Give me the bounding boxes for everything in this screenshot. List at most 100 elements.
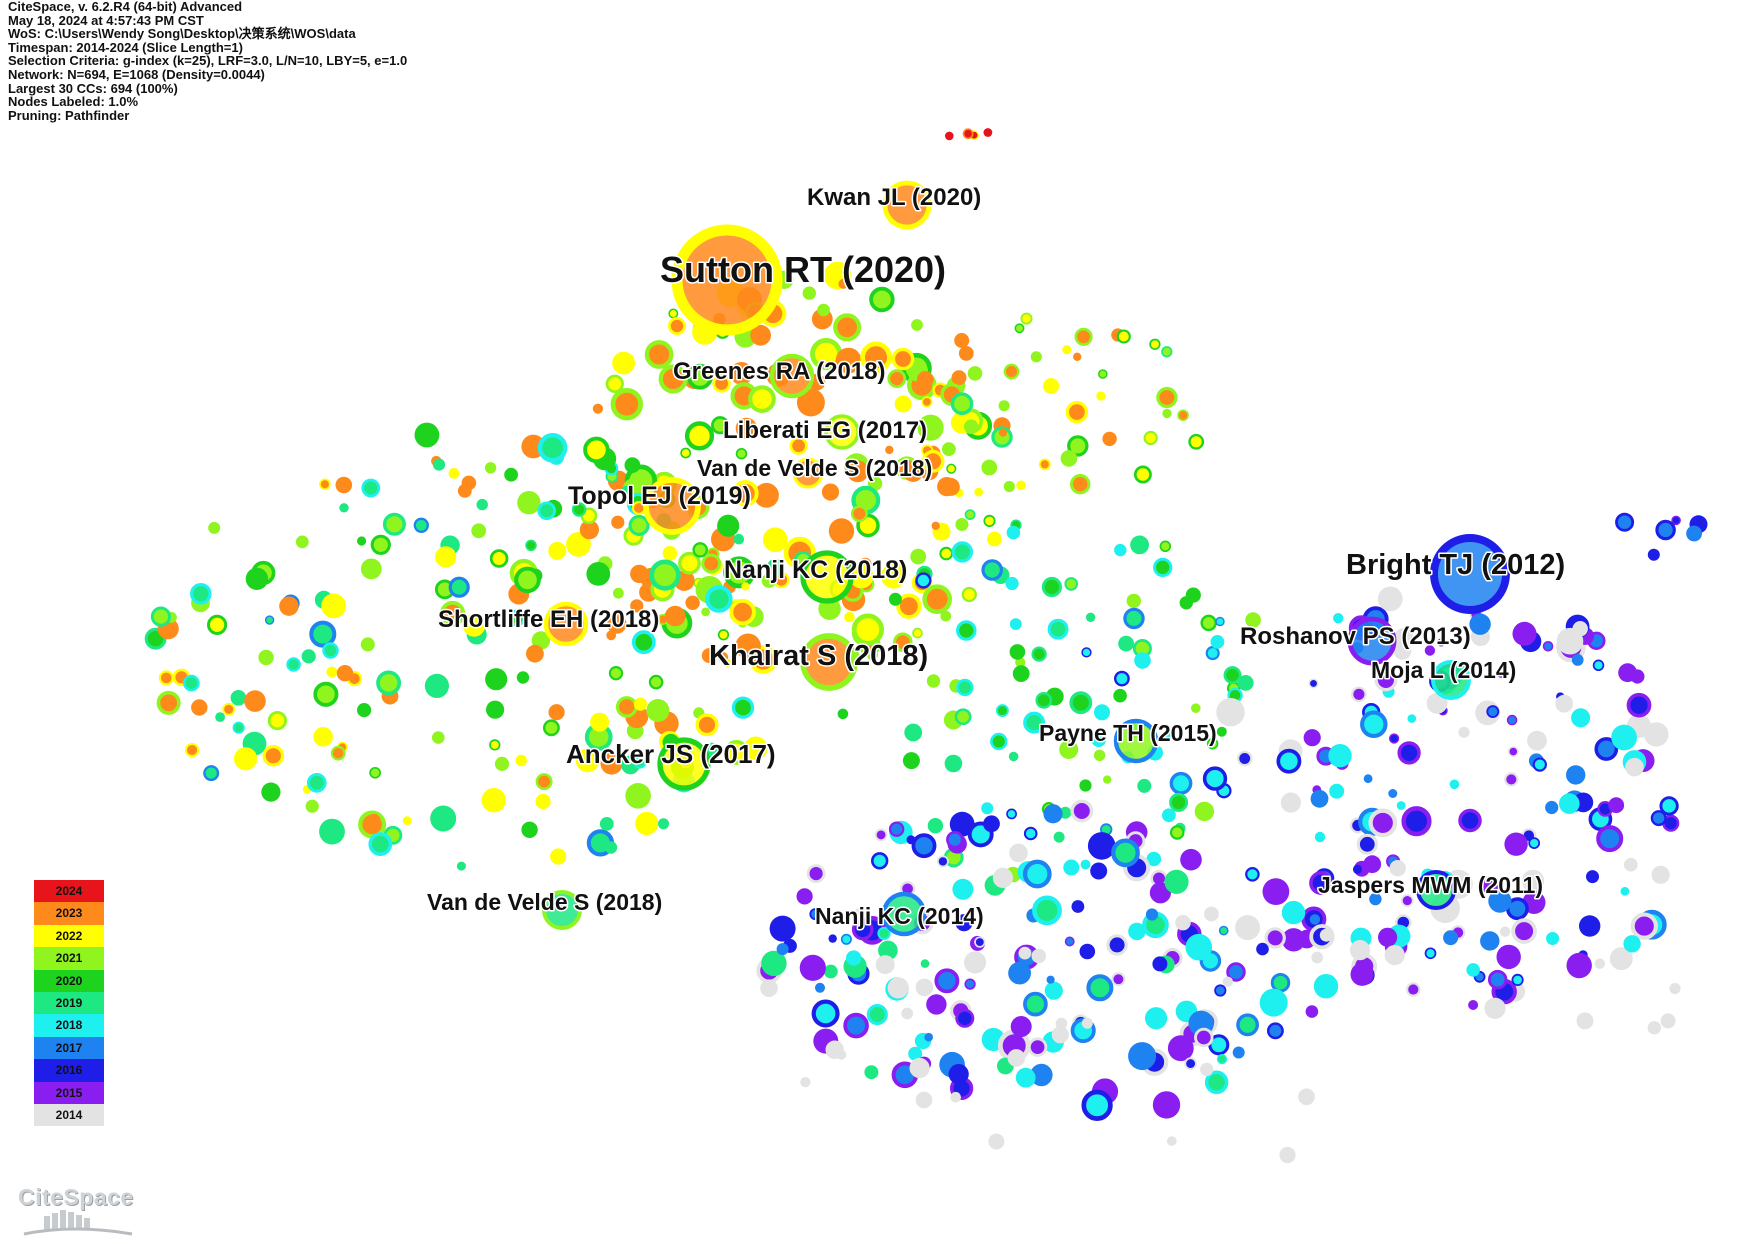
network-node[interactable] (701, 553, 722, 574)
network-node[interactable] (1226, 962, 1246, 982)
network-node[interactable] (942, 442, 956, 456)
network-node[interactable] (1232, 1046, 1245, 1059)
network-node[interactable] (515, 754, 527, 767)
network-node[interactable] (962, 128, 974, 140)
network-node[interactable] (946, 463, 957, 474)
network-node[interactable] (1608, 797, 1625, 814)
network-node[interactable] (921, 449, 945, 473)
network-node[interactable] (950, 392, 974, 416)
network-node[interactable] (1006, 808, 1017, 820)
network-node[interactable] (1043, 804, 1063, 824)
network-node[interactable] (1270, 972, 1291, 993)
network-node[interactable] (954, 333, 970, 348)
network-node[interactable] (692, 542, 708, 558)
network-node[interactable] (1114, 543, 1127, 557)
network-node[interactable] (1625, 757, 1644, 777)
network-node[interactable] (911, 833, 937, 859)
network-node[interactable] (1466, 963, 1480, 977)
network-node[interactable] (313, 681, 339, 707)
network-node[interactable] (1094, 704, 1110, 721)
network-node[interactable] (1609, 947, 1633, 971)
node-jaspers-mwm[interactable] (1416, 870, 1456, 910)
network-node[interactable] (1022, 859, 1052, 889)
network-node[interactable] (1458, 726, 1470, 738)
network-node[interactable] (766, 558, 784, 576)
network-node[interactable] (1484, 997, 1506, 1019)
network-node[interactable] (789, 436, 808, 455)
network-node[interactable] (432, 458, 446, 471)
network-node[interactable] (1630, 669, 1645, 684)
network-node[interactable] (1149, 338, 1161, 350)
network-node[interactable] (1016, 480, 1026, 491)
network-node[interactable] (687, 363, 713, 390)
network-node[interactable] (911, 319, 923, 331)
network-node[interactable] (1053, 831, 1065, 843)
network-node[interactable] (1424, 645, 1436, 656)
network-node[interactable] (1389, 860, 1406, 877)
network-node[interactable] (489, 739, 501, 751)
network-node[interactable] (983, 128, 993, 137)
network-node[interactable] (946, 830, 964, 849)
network-node[interactable] (508, 609, 526, 627)
network-node[interactable] (1499, 926, 1511, 937)
network-node[interactable] (535, 793, 551, 810)
network-node[interactable] (1571, 708, 1591, 728)
network-node[interactable] (1059, 740, 1079, 759)
network-node[interactable] (357, 703, 372, 718)
network-node[interactable] (1594, 737, 1619, 761)
network-node[interactable] (448, 576, 470, 598)
network-node[interactable] (1085, 612, 1096, 622)
network-node[interactable] (701, 648, 717, 664)
network-node[interactable] (590, 712, 610, 732)
network-node[interactable] (806, 864, 826, 883)
network-node[interactable] (1511, 973, 1524, 987)
network-node[interactable] (846, 460, 869, 483)
node-van-de-velde-s-b[interactable] (542, 890, 582, 930)
network-node[interactable] (575, 748, 600, 773)
network-node[interactable] (1159, 540, 1172, 553)
network-node[interactable] (1388, 789, 1398, 798)
network-node[interactable] (369, 766, 381, 779)
network-node[interactable] (1521, 869, 1545, 893)
network-node[interactable] (571, 502, 587, 517)
network-node[interactable] (1256, 942, 1269, 956)
network-node[interactable] (867, 649, 878, 661)
network-node[interactable] (1169, 771, 1193, 795)
network-node[interactable] (954, 708, 972, 726)
network-node[interactable] (974, 487, 984, 497)
network-node[interactable] (367, 813, 381, 828)
network-node[interactable] (630, 599, 644, 613)
network-node[interactable] (909, 1057, 930, 1079)
network-node[interactable] (1015, 657, 1026, 668)
network-node[interactable] (964, 419, 979, 434)
network-node[interactable] (615, 696, 638, 718)
network-node[interactable] (712, 374, 731, 393)
network-node[interactable] (1350, 962, 1374, 986)
network-node[interactable] (1180, 848, 1202, 871)
network-node[interactable] (1032, 895, 1062, 926)
network-node[interactable] (625, 783, 651, 809)
network-node[interactable] (1572, 621, 1588, 637)
network-node[interactable] (1073, 352, 1082, 361)
network-node[interactable] (156, 690, 181, 715)
network-node[interactable] (1152, 956, 1168, 972)
network-node[interactable] (330, 745, 346, 761)
network-node[interactable] (950, 1091, 962, 1103)
network-node[interactable] (484, 462, 497, 474)
network-node[interactable] (1566, 765, 1586, 785)
network-node[interactable] (802, 286, 816, 300)
network-node[interactable] (1003, 363, 1020, 380)
network-node[interactable] (613, 587, 624, 599)
network-node[interactable] (1349, 940, 1371, 961)
network-node[interactable] (1313, 974, 1339, 999)
network-node[interactable] (456, 861, 466, 871)
node-ancker-js[interactable] (657, 737, 711, 791)
network-node[interactable] (723, 556, 756, 589)
network-node[interactable] (1579, 915, 1601, 937)
network-node[interactable] (485, 668, 508, 691)
network-node[interactable] (730, 362, 753, 385)
network-node[interactable] (887, 369, 907, 389)
network-node[interactable] (926, 994, 947, 1015)
network-node[interactable] (964, 951, 987, 974)
node-nanji-kc-2018[interactable] (800, 550, 854, 604)
